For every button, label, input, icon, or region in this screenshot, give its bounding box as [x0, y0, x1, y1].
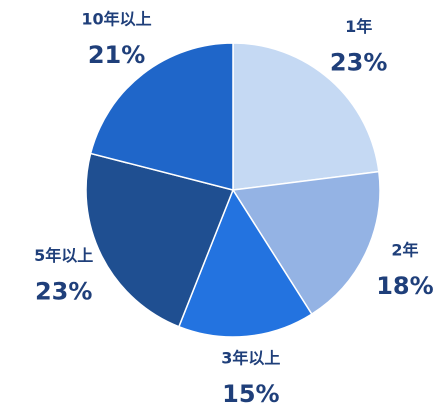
- slice-value: 23%: [35, 277, 92, 305]
- slice-value: 23%: [330, 48, 387, 76]
- slice-category: 10年以上: [81, 9, 151, 28]
- slice-value: 15%: [222, 380, 279, 408]
- slice-category: 1年: [345, 17, 372, 36]
- slice-value: 21%: [88, 41, 145, 69]
- pie-slice: [232, 42, 380, 191]
- pie-slice: [85, 152, 235, 328]
- pie-slice: [177, 188, 313, 338]
- slice-category: 5年以上: [34, 246, 93, 265]
- pie-slice: [231, 170, 381, 316]
- slice-category: 3年以上: [221, 349, 280, 368]
- slice-category: 2年: [391, 240, 418, 259]
- slice-value: 18%: [376, 272, 433, 300]
- pie-slice: [89, 42, 234, 191]
